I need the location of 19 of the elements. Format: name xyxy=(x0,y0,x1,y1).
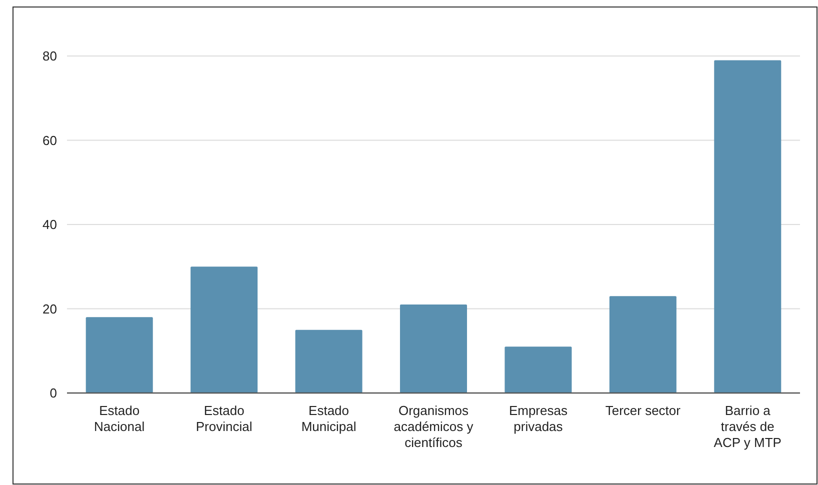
x-tick-label: Organismos académicos y científicos xyxy=(394,403,474,450)
x-tick-label: Empresas privadas xyxy=(508,403,568,434)
x-tick-label: Tercer sector xyxy=(605,403,682,418)
y-tick-label: 80 xyxy=(42,48,57,64)
bar xyxy=(714,60,782,393)
bar xyxy=(504,346,572,393)
x-tick-label: Estado Municipal xyxy=(301,403,356,434)
y-tick-label: 40 xyxy=(42,217,57,232)
bar xyxy=(86,317,153,393)
x-tick-label: Estado Provincial xyxy=(196,403,252,434)
x-tick-label: Barrio a través de ACP y MTP xyxy=(714,403,782,450)
bar xyxy=(609,296,676,393)
y-tick-label: 20 xyxy=(42,301,57,316)
bar xyxy=(190,266,258,393)
bar xyxy=(400,304,468,393)
bar xyxy=(295,330,362,393)
x-tick-label: Estado Nacional xyxy=(94,403,145,434)
y-tick-label: 60 xyxy=(42,132,57,148)
y-tick-label: 0 xyxy=(50,386,57,401)
